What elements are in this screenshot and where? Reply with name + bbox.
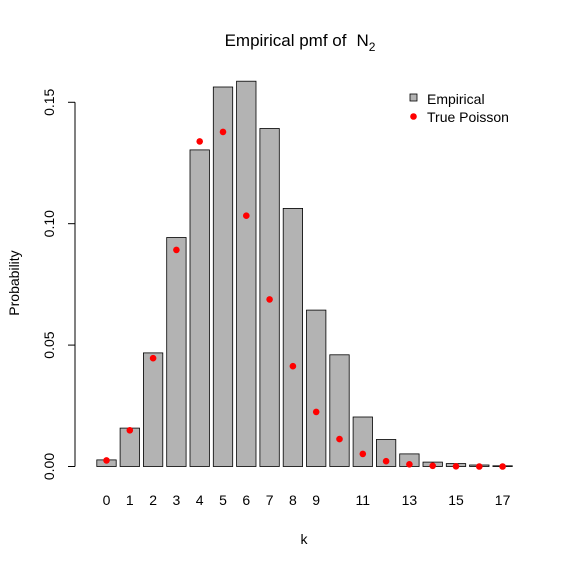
x-tick-label-15: 15: [448, 492, 464, 508]
x-tick-label-0: 0: [103, 492, 111, 508]
x-tick-label-1: 1: [126, 492, 134, 508]
x-tick-label-9: 9: [312, 492, 320, 508]
y-tick-label-1: 0.05: [41, 331, 57, 358]
point-11: [359, 450, 367, 458]
bar-4: [189, 149, 210, 467]
legend-marker-true-poisson: [410, 113, 417, 120]
point-3: [173, 246, 180, 254]
chart-title-text: Empirical pmf of: [225, 31, 347, 50]
point-group: [103, 128, 506, 470]
x-tick-label-7: 7: [266, 492, 274, 508]
legend-swatch-empirical: [409, 93, 418, 102]
point-0: [103, 457, 110, 464]
point-12: [382, 457, 390, 465]
point-15: [452, 463, 460, 470]
point-13: [406, 461, 413, 468]
y-tick-label-2: 0.10: [41, 210, 57, 237]
x-tick-label-11: 11: [356, 492, 371, 508]
x-tick-label-8: 8: [289, 492, 297, 508]
x-tick-label-6: 6: [242, 492, 250, 508]
point-14: [429, 462, 437, 470]
bar-8: [282, 207, 304, 467]
y-tick-label-3: 0.15: [41, 88, 57, 115]
y-axis-label: Probability: [6, 250, 22, 315]
legend-label-empirical: Empirical: [427, 91, 485, 107]
point-7: [266, 296, 273, 303]
bar-12: [375, 439, 397, 467]
legend: Empirical True Poisson: [409, 91, 509, 125]
legend-label-true-poisson: True Poisson: [427, 109, 509, 125]
x-axis-label: k: [301, 531, 309, 547]
point-4: [196, 138, 203, 145]
x-tick-labels: 0 1 2 3 4 5 6 7 8 9 11 13 15 17: [103, 492, 511, 508]
x-tick-label-3: 3: [173, 492, 181, 508]
bar-1: [119, 427, 140, 467]
bar-2: [142, 352, 164, 467]
bar-5: [212, 86, 234, 467]
point-10: [336, 435, 343, 443]
bar-10: [329, 354, 350, 467]
x-tick-label-13: 13: [402, 492, 418, 508]
x-tick-label-17: 17: [495, 492, 511, 508]
bar-group: [96, 80, 513, 467]
point-2: [149, 354, 157, 362]
x-tick-label-5: 5: [219, 492, 227, 508]
bar-6: [236, 80, 257, 467]
chart-title-symbol: N: [356, 31, 368, 50]
point-16: [476, 463, 483, 470]
x-tick-label-2: 2: [149, 492, 157, 508]
chart-title-subscript: 2: [369, 40, 376, 54]
y-axis: 0.00 0.05 0.10 0.15: [41, 88, 76, 480]
point-6: [243, 212, 250, 219]
point-8: [289, 362, 297, 370]
bar-11: [352, 416, 373, 467]
x-tick-label-4: 4: [196, 492, 204, 508]
point-1: [126, 427, 134, 434]
chart-title: Empirical pmf of N2: [225, 31, 376, 54]
y-tick-label-0: 0.00: [41, 453, 57, 480]
point-5: [219, 128, 227, 136]
point-17: [499, 463, 506, 470]
bar-3: [166, 237, 187, 467]
point-9: [312, 408, 320, 416]
bar-9: [306, 309, 327, 467]
